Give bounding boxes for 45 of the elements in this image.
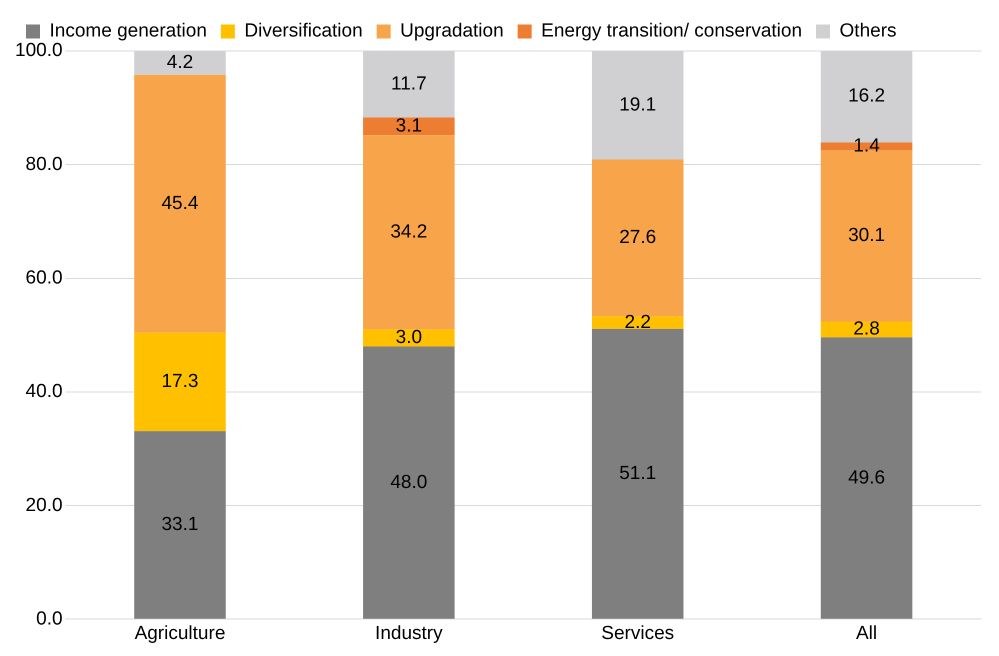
bar <box>363 346 455 619</box>
bar <box>134 431 226 619</box>
y-tick-label: 20.0 <box>26 494 63 516</box>
data-label: 48.0 <box>390 472 428 493</box>
bar <box>363 117 455 136</box>
data-label: 11.7 <box>391 73 427 94</box>
data-label: 30.1 <box>848 225 886 246</box>
legend-label: Diversification <box>244 20 363 42</box>
data-label: 45.4 <box>161 193 199 214</box>
bar <box>134 332 226 432</box>
data-label: 49.6 <box>848 467 886 488</box>
data-label: 34.2 <box>390 221 428 242</box>
bar <box>820 321 912 338</box>
y-tick-label: 80.0 <box>26 154 63 175</box>
bar <box>820 337 912 619</box>
data-label: 33.1 <box>161 514 198 536</box>
x-tick-label: Agriculture <box>134 622 226 644</box>
bar <box>134 74 226 333</box>
bar <box>592 328 684 619</box>
y-tick-label: 100.0 <box>15 40 63 62</box>
x-tick-label: All <box>856 622 878 644</box>
legend-label: Income generation <box>50 20 207 42</box>
y-tick-label: 40.0 <box>26 381 63 402</box>
data-label: 16.2 <box>848 86 886 107</box>
data-label: 2.2 <box>624 312 651 333</box>
data-label: 27.6 <box>619 227 656 248</box>
bar <box>592 160 684 316</box>
data-label: 4.2 <box>166 52 194 74</box>
legend-label: Energy transition/ conservation <box>541 20 802 42</box>
legend-label: Others <box>840 20 897 42</box>
bar <box>363 135 455 330</box>
data-label: 17.3 <box>161 371 198 392</box>
data-label: 2.8 <box>853 318 880 340</box>
x-tick-label: Industry <box>375 622 444 644</box>
bar <box>363 329 455 346</box>
data-label: 51.1 <box>619 463 656 484</box>
data-label: 3.0 <box>396 327 422 348</box>
bar <box>592 316 684 329</box>
legend-label: Upgradation <box>400 20 504 42</box>
data-label: 3.1 <box>396 116 422 137</box>
y-tick-label: 60.0 <box>26 268 63 289</box>
data-label: 19.1 <box>619 94 656 116</box>
bar <box>820 150 912 322</box>
x-tick-label: Services <box>601 622 674 644</box>
y-tick-label: 0.0 <box>36 608 63 630</box>
